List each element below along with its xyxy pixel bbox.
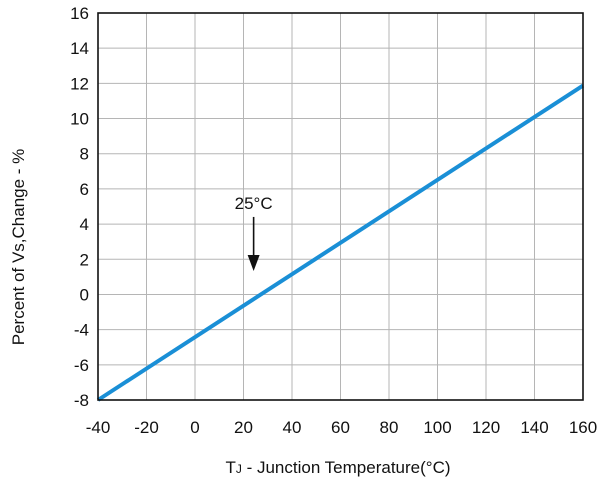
x-tick-label: 120 (472, 418, 500, 437)
series-layer (96, 83, 585, 402)
y-tick-label: 8 (80, 145, 89, 164)
grid (98, 13, 583, 400)
y-tick-labels: 16 14 12 10 8 6 4 2 0 -4 -6 -8 (70, 4, 89, 410)
y-tick-label: 16 (70, 4, 89, 23)
y-tick-label: 0 (80, 285, 89, 304)
y-tick-label: 2 (80, 250, 89, 269)
x-axis-label-rest: - Junction Temperature(°C) (242, 458, 451, 477)
x-tick-label: 100 (423, 418, 451, 437)
y-tick-label: 4 (80, 215, 89, 234)
y-tick-label: -6 (74, 356, 89, 375)
annotation-arrow-head (247, 254, 260, 271)
x-tick-label: -20 (134, 418, 159, 437)
x-tick-label: 140 (520, 418, 548, 437)
x-tick-labels: -40 -20 0 20 40 60 80 100 120 140 160 (86, 418, 597, 437)
annotation: 25°C (235, 194, 273, 271)
x-tick-label: 160 (569, 418, 597, 437)
x-tick-label: -40 (86, 418, 111, 437)
y-axis-label: Percent of Vs,Change - % (9, 149, 28, 346)
x-axis-label-main: T (225, 458, 235, 477)
x-axis-label-subscript: J (236, 462, 242, 476)
annotation-label: 25°C (235, 194, 273, 213)
y-tick-label: 12 (70, 74, 89, 93)
x-tick-label: 20 (234, 418, 253, 437)
y-tick-label: -8 (74, 391, 89, 410)
x-tick-label: 60 (331, 418, 350, 437)
x-tick-label: 40 (283, 418, 302, 437)
x-tick-label: 0 (190, 418, 199, 437)
y-tick-label: 10 (70, 110, 89, 129)
series-line (96, 83, 585, 402)
x-tick-label: 80 (380, 418, 399, 437)
plot-frame (97, 12, 584, 401)
y-tick-label: 6 (80, 180, 89, 199)
x-axis-label: TJ - Junction Temperature(°C) (225, 458, 450, 477)
y-tick-label: -4 (74, 321, 89, 340)
y-tick-label: 14 (70, 39, 89, 58)
